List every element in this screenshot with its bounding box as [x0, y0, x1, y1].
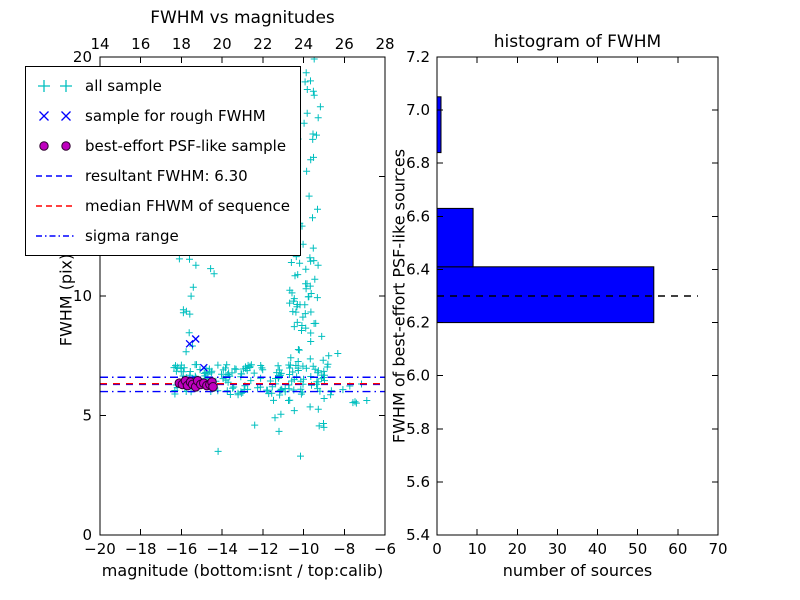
tick-label: 50: [628, 540, 647, 558]
tick-label: 60: [668, 540, 687, 558]
tick-label: 70: [708, 540, 727, 558]
legend-label: sigma range: [85, 227, 179, 245]
dashed-line-icon: [36, 175, 74, 177]
plus-marker-icon: [38, 80, 72, 92]
legend-label: all sample: [85, 77, 162, 95]
tick-label: 6.2: [406, 314, 430, 332]
tick-label: 14: [90, 35, 109, 53]
tick-label: 5.4: [406, 526, 430, 544]
tick-label: 28: [375, 35, 394, 53]
scatter-series-psf-sample: [174, 376, 218, 392]
tick-label: −16: [166, 540, 198, 558]
tick-label: 22: [253, 35, 272, 53]
legend-row-resultant-fwhm: resultant FWHM: 6.30: [34, 161, 290, 191]
tick-label: 6.8: [406, 154, 430, 172]
right-axes-frame: [436, 56, 719, 536]
tick-label: 20: [508, 540, 527, 558]
legend-label: best-effort PSF-like sample: [85, 137, 287, 155]
legend-row-all-sample: all sample: [34, 71, 290, 101]
tick-label: 6.4: [406, 260, 430, 278]
tick-label: −14: [206, 540, 238, 558]
histogram-bar: [436, 96, 442, 154]
circle-marker-icon: [39, 141, 71, 151]
left-plot-ylabel: FWHM (pix): [56, 253, 76, 347]
tick-label: 0: [432, 540, 442, 558]
reference-hlines: [100, 376, 385, 393]
legend-box: all sample sample for rough FWHM best-ef…: [25, 66, 301, 256]
tick-label: 7.0: [406, 101, 430, 119]
scatter-series-rough-fwhm: [185, 335, 208, 372]
x-marker-icon: [39, 111, 71, 121]
right-plot-xlabel: number of sources: [502, 561, 653, 580]
tick-label: −12: [247, 540, 279, 558]
histogram-bar: [436, 207, 474, 268]
tick-label: 24: [294, 35, 313, 53]
legend-label: median FHWM of sequence: [85, 197, 290, 215]
histogram-bar: [436, 266, 655, 324]
axis-ticks: −20 −18 −16 −14 −12 −10 −8 −614 16 18 20 22 24 26 2805…: [73, 35, 728, 558]
tick-label: 16: [131, 35, 150, 53]
tick-label: −10: [288, 540, 320, 558]
right-plot-ylabel: FWHM of best-effort PSF-like sources: [389, 148, 409, 444]
tick-label: 18: [172, 35, 191, 53]
dashdot-line-icon: [36, 235, 74, 237]
tick-label: 20: [213, 35, 232, 53]
tick-label: 7.2: [406, 48, 430, 66]
legend-label: resultant FWHM: 6.30: [85, 167, 248, 185]
tick-label: −18: [125, 540, 157, 558]
tick-label: −8: [333, 540, 355, 558]
tick-label: −6: [374, 540, 396, 558]
legend-label: sample for rough FWHM: [85, 107, 266, 125]
right-plot-title: histogram of FWHM: [493, 32, 662, 52]
tick-label: −20: [84, 540, 116, 558]
histogram-bars: [436, 96, 698, 324]
tick-label: 40: [588, 540, 607, 558]
tick-label: 5.8: [406, 420, 430, 438]
tick-label: 30: [548, 540, 567, 558]
tick-label: 10: [468, 540, 487, 558]
left-plot-title: FWHM vs magnitudes: [150, 8, 335, 28]
tick-label: 6.0: [406, 367, 430, 385]
left-plot-xlabel: magnitude (bottom:isnt / top:calib): [101, 561, 384, 580]
legend-row-sigma-range: sigma range: [34, 221, 290, 251]
legend-row-rough-fwhm: sample for rough FWHM: [34, 101, 290, 131]
tick-label: 10: [73, 287, 92, 305]
tick-label: 26: [335, 35, 354, 53]
legend-row-median-fwhm: median FHWM of sequence: [34, 191, 290, 221]
tick-label: 20: [73, 48, 92, 66]
tick-label: 6.6: [406, 207, 430, 225]
legend-row-psf-sample: best-effort PSF-like sample: [34, 131, 290, 161]
tick-label: 0: [82, 526, 92, 544]
tick-label: 5.6: [406, 473, 430, 491]
tick-label: 5: [82, 407, 92, 425]
dashed-line-icon: [36, 205, 74, 207]
